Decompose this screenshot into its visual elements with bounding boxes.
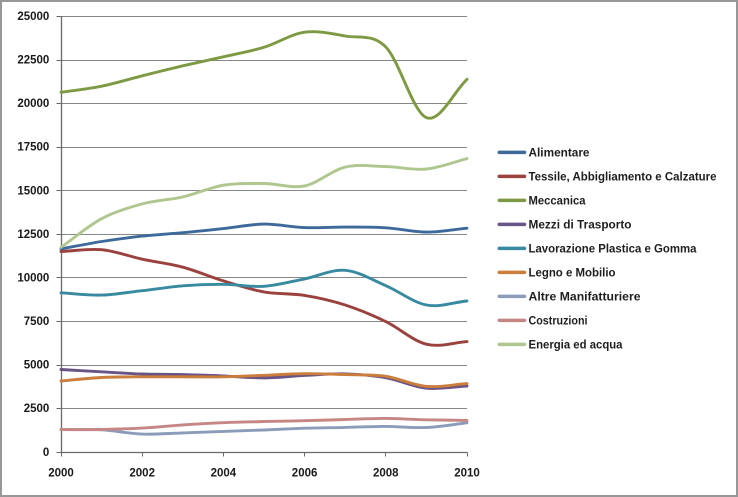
svg-text:10000: 10000 [17, 273, 49, 285]
svg-text:Alimentare: Alimentare [529, 148, 590, 160]
svg-text:12500: 12500 [17, 229, 49, 241]
svg-text:Meccanica: Meccanica [529, 196, 587, 208]
svg-text:22500: 22500 [17, 55, 49, 67]
svg-text:2008: 2008 [373, 468, 399, 480]
svg-text:2500: 2500 [24, 403, 50, 415]
svg-text:17500: 17500 [17, 142, 49, 154]
svg-text:2000: 2000 [48, 468, 74, 480]
svg-text:7500: 7500 [24, 316, 50, 328]
svg-text:Costruzioni: Costruzioni [529, 316, 588, 328]
svg-text:Legno e Mobilio: Legno e Mobilio [529, 268, 616, 280]
svg-text:2004: 2004 [211, 468, 237, 480]
svg-text:15000: 15000 [17, 185, 49, 197]
svg-text:Lavorazione Plastica e Gomma: Lavorazione Plastica e Gomma [529, 244, 698, 256]
svg-text:Energia ed acqua: Energia ed acqua [529, 340, 624, 352]
svg-text:0: 0 [43, 447, 49, 459]
svg-text:25000: 25000 [17, 11, 49, 23]
svg-text:Tessile, Abbigliamento e Calza: Tessile, Abbigliamento e Calzature [529, 172, 717, 184]
svg-text:20000: 20000 [17, 98, 49, 110]
svg-text:5000: 5000 [24, 360, 50, 372]
svg-text:2006: 2006 [292, 468, 318, 480]
svg-text:Mezzi di Trasporto: Mezzi di Trasporto [529, 220, 632, 232]
svg-text:Altre Manifatturiere: Altre Manifatturiere [529, 292, 641, 304]
svg-text:2010: 2010 [454, 468, 480, 480]
svg-text:2002: 2002 [129, 468, 155, 480]
